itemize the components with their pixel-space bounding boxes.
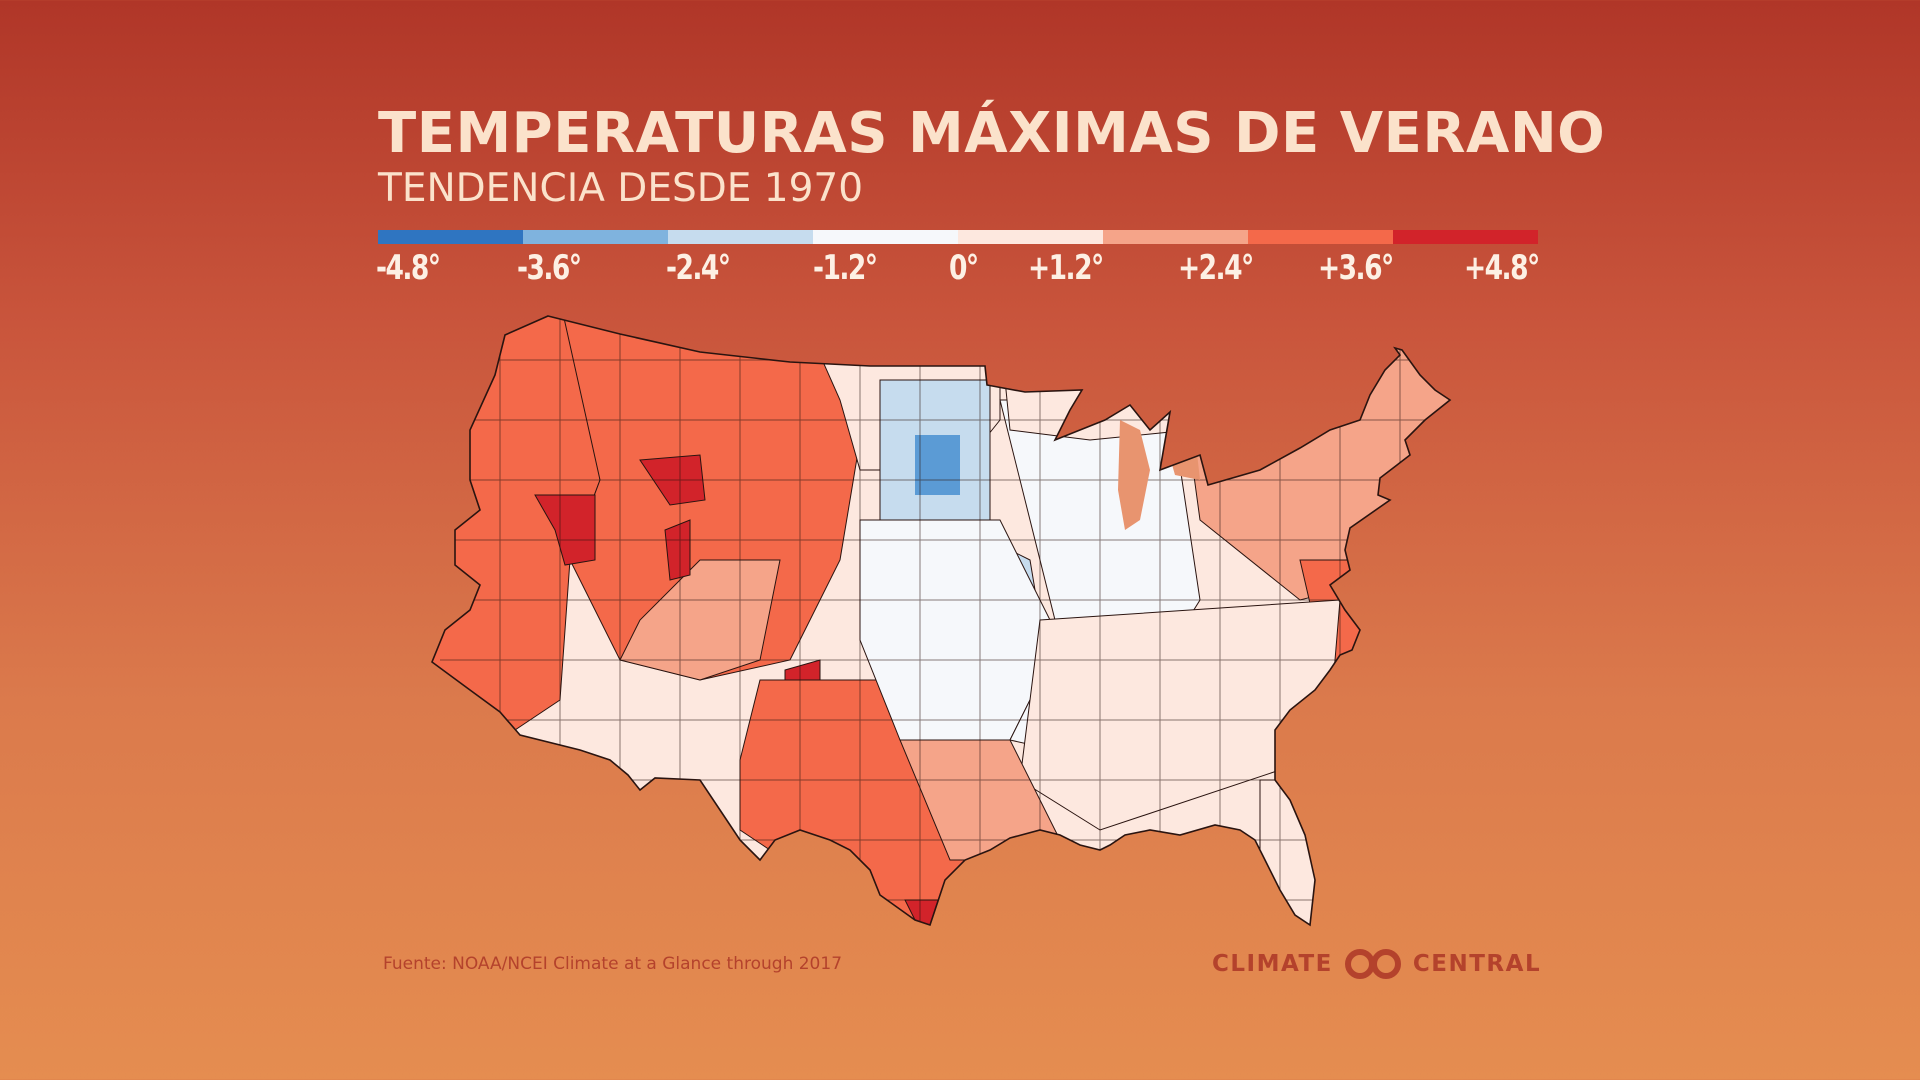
- scale-segment: [1248, 230, 1393, 244]
- scale-segment: [523, 230, 668, 244]
- map-region: [534, 494, 596, 566]
- scale-segment: [668, 230, 813, 244]
- scale-tick-label: -1.2°: [813, 248, 878, 288]
- scale-tick-label: -2.4°: [666, 248, 731, 288]
- scale-tick-label: 0°: [949, 248, 979, 288]
- logo-text-right: CENTRAL: [1412, 951, 1542, 977]
- scale-tick-label: -3.6°: [517, 248, 582, 288]
- scale-tick-labels: -4.8° -3.6° -2.4° -1.2° 0° +1.2° +2.4° +…: [376, 248, 1540, 298]
- scale-segment: [813, 230, 958, 244]
- page-subtitle: TENDENCIA DESDE 1970: [378, 166, 864, 211]
- scale-segment: [958, 230, 1103, 244]
- map-region: [664, 519, 691, 581]
- scale-tick-label: +2.4°: [1178, 248, 1254, 288]
- scale-tick-label: -4.8°: [376, 248, 441, 288]
- scale-segment: [1103, 230, 1248, 244]
- map-region: [915, 470, 960, 495]
- page-title: TEMPERATURAS MÁXIMAS DE VERANO: [378, 101, 1606, 166]
- map-region: [1019, 599, 1341, 831]
- scale-segment: [1393, 230, 1538, 244]
- scale-tick-label: +4.8°: [1464, 248, 1540, 288]
- scale-segment: [378, 230, 523, 244]
- climate-central-logo: CLIMATE CENTRAL: [1212, 944, 1541, 984]
- scale-tick-label: +3.6°: [1318, 248, 1394, 288]
- source-note: Fuente: NOAA/NCEI Climate at a Glance th…: [383, 954, 843, 974]
- lake-michigan: [1118, 420, 1150, 530]
- scale-tick-label: +1.2°: [1028, 248, 1104, 288]
- header: TEMPERATURAS MÁXIMAS DE VERANO TENDENCIA…: [378, 100, 1606, 214]
- logo-text-left: CLIMATE: [1212, 951, 1333, 977]
- color-scale-bar: [378, 230, 1538, 244]
- infinity-logo-icon: [1344, 949, 1401, 979]
